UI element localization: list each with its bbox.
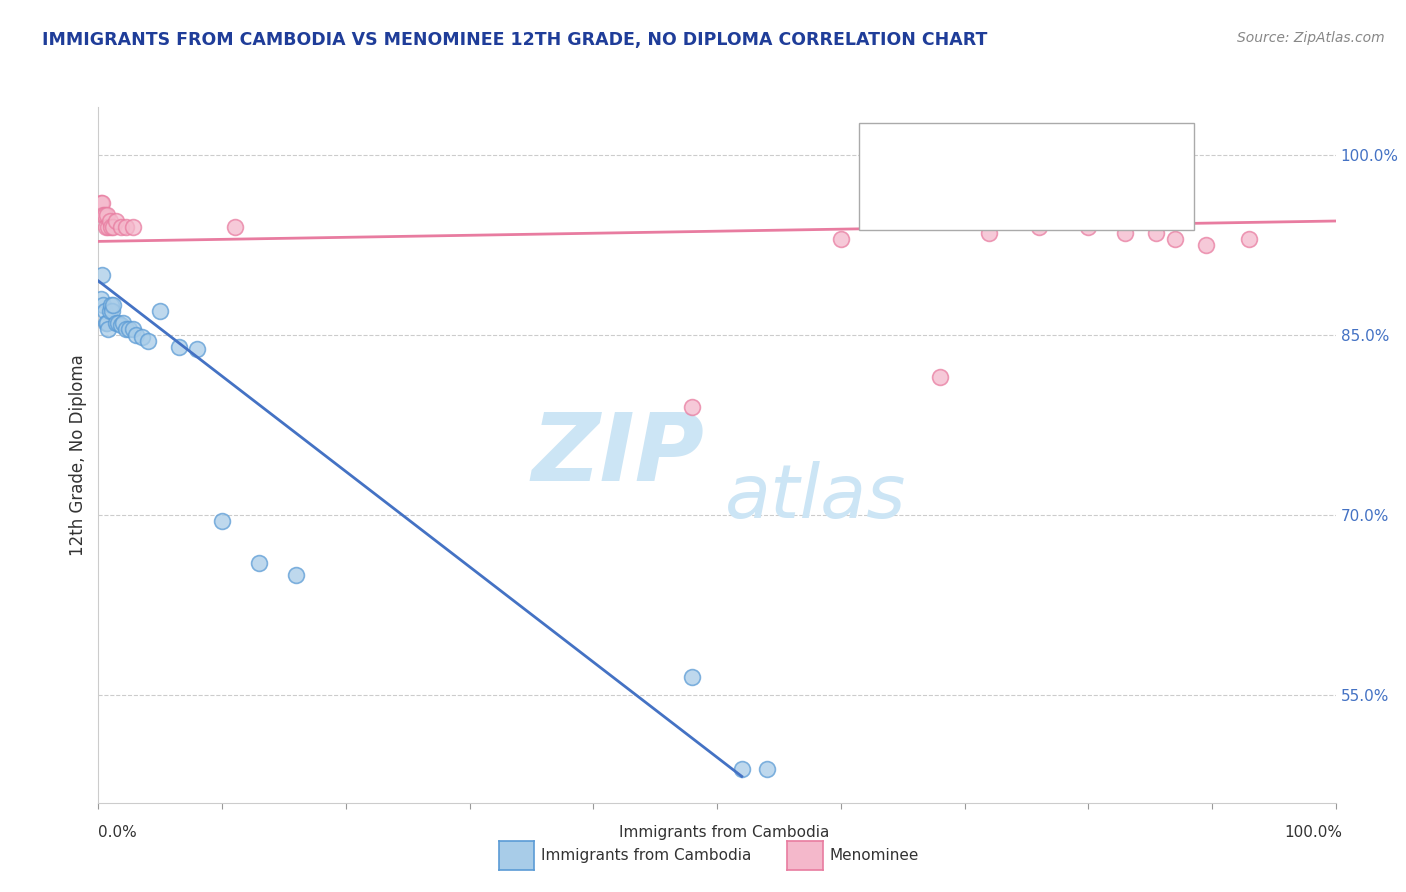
Point <box>114 219 136 234</box>
Point <box>285 567 308 582</box>
Text: N = 26: N = 26 <box>986 193 1064 211</box>
Point <box>681 670 703 684</box>
Point <box>122 219 145 234</box>
Text: R =: R = <box>911 147 946 165</box>
Text: R =   0.153    N = 26: R = 0.153 N = 26 <box>911 193 1084 211</box>
Point <box>107 316 129 330</box>
Point <box>110 219 132 234</box>
Text: 0.0%: 0.0% <box>98 825 138 840</box>
Point <box>97 219 120 234</box>
Point <box>104 214 127 228</box>
Point <box>136 334 159 348</box>
Point <box>112 316 135 330</box>
Text: N = 30: N = 30 <box>981 147 1060 165</box>
Point <box>124 328 146 343</box>
Point <box>1114 226 1136 240</box>
Point <box>1028 219 1050 234</box>
Text: Menominee: Menominee <box>830 848 920 863</box>
Y-axis label: 12th Grade, No Diploma: 12th Grade, No Diploma <box>69 354 87 556</box>
Point <box>186 343 208 357</box>
Point <box>681 400 703 414</box>
Point <box>1164 232 1187 246</box>
Point <box>731 762 754 776</box>
Point <box>104 316 127 330</box>
Point <box>1195 238 1218 252</box>
Point <box>211 514 233 528</box>
Text: Immigrants from Cambodia: Immigrants from Cambodia <box>541 848 752 863</box>
Point <box>114 322 136 336</box>
Point <box>93 298 115 312</box>
Point <box>110 318 132 333</box>
Point <box>93 208 115 222</box>
Point <box>93 208 115 222</box>
Point <box>122 322 145 336</box>
Point <box>94 316 117 330</box>
Point <box>1144 226 1167 240</box>
Text: R = -0.720    N = 30: R = -0.720 N = 30 <box>911 147 1078 165</box>
Point <box>100 219 122 234</box>
Point <box>928 370 950 384</box>
Point <box>98 304 121 318</box>
Text: Immigrants from Cambodia: Immigrants from Cambodia <box>619 825 830 840</box>
Point <box>118 322 141 336</box>
Text: ZIP: ZIP <box>531 409 704 501</box>
Point <box>755 762 778 776</box>
Text: -0.720: -0.720 <box>941 147 1000 165</box>
Text: 0.153: 0.153 <box>945 193 997 211</box>
Point <box>91 196 114 211</box>
Point <box>131 330 153 344</box>
Text: 100.0%: 100.0% <box>1285 825 1343 840</box>
Point <box>96 316 118 330</box>
Point <box>247 556 270 570</box>
Point <box>1237 232 1260 246</box>
Point <box>103 219 125 234</box>
Point <box>167 340 190 354</box>
Text: atlas: atlas <box>725 460 907 533</box>
Point <box>98 214 121 228</box>
Point <box>149 304 172 318</box>
Text: R =: R = <box>911 193 952 211</box>
Text: IMMIGRANTS FROM CAMBODIA VS MENOMINEE 12TH GRADE, NO DIPLOMA CORRELATION CHART: IMMIGRANTS FROM CAMBODIA VS MENOMINEE 12… <box>42 31 987 49</box>
Point <box>90 196 112 211</box>
Point <box>224 219 246 234</box>
Point <box>90 292 112 306</box>
Point <box>93 304 115 318</box>
Point <box>1077 219 1099 234</box>
Point <box>103 298 125 312</box>
Point <box>97 322 120 336</box>
Point <box>94 219 117 234</box>
Point <box>830 232 852 246</box>
Point <box>979 226 1001 240</box>
Point <box>96 208 118 222</box>
Point <box>101 304 124 318</box>
Point <box>91 268 114 282</box>
Text: Source: ZipAtlas.com: Source: ZipAtlas.com <box>1237 31 1385 45</box>
Point <box>100 298 122 312</box>
